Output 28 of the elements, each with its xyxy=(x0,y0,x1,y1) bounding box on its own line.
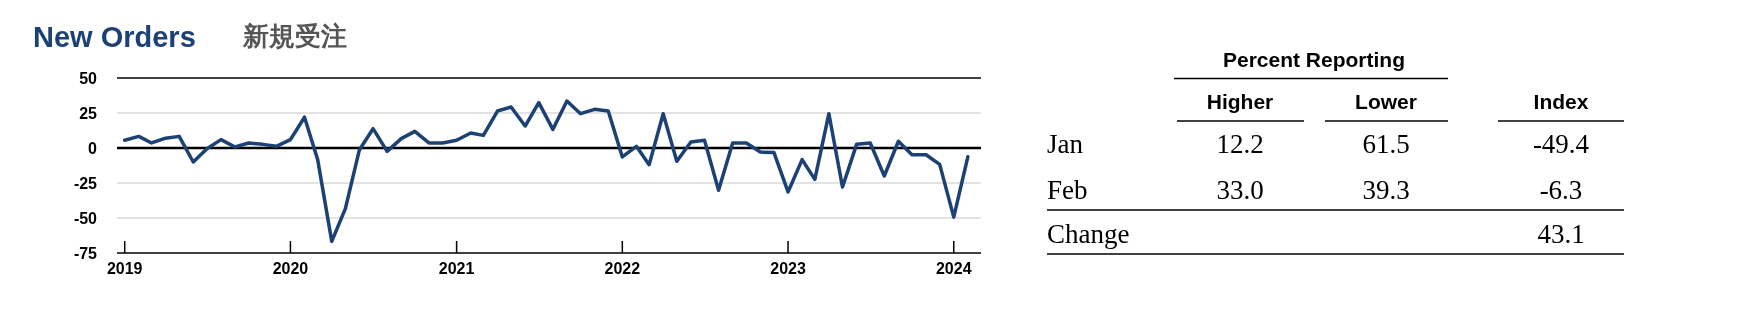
y-tick-label: 0 xyxy=(88,140,98,157)
title: New Orders xyxy=(33,21,196,53)
y-tick-label: -50 xyxy=(73,210,98,227)
text: 12.2 xyxy=(1216,129,1264,159)
category-label: Lower xyxy=(1355,90,1417,113)
x-tick-label: 2023 xyxy=(770,260,806,277)
category-label: Higher xyxy=(1206,90,1274,113)
text: 39.3 xyxy=(1362,175,1410,205)
text: 61.5 xyxy=(1362,129,1410,159)
text: Percent Reporting xyxy=(1222,48,1406,71)
y-tick-label: -25 xyxy=(73,175,98,192)
x-tick-label: 2021 xyxy=(438,260,475,277)
text: -6.3 xyxy=(1539,175,1583,205)
category-label: Index xyxy=(1533,90,1589,113)
category-label: Change xyxy=(1047,219,1130,249)
x-tick-label: 2022 xyxy=(604,260,641,277)
y-tick-label: 50 xyxy=(79,70,98,87)
text: 43.1 xyxy=(1537,219,1585,249)
y-tick-label: 25 xyxy=(79,105,98,122)
x-tick-label: 2024 xyxy=(935,260,972,277)
x-tick-label: 2019 xyxy=(106,260,143,277)
text: 33.0 xyxy=(1216,175,1264,205)
subtitle: 新規受注 xyxy=(243,21,347,51)
text: -49.4 xyxy=(1532,129,1590,159)
y-tick-label: -75 xyxy=(73,245,98,262)
category-label: Feb xyxy=(1047,175,1088,205)
x-tick-label: 2020 xyxy=(272,260,309,277)
category-label: Jan xyxy=(1047,129,1083,159)
